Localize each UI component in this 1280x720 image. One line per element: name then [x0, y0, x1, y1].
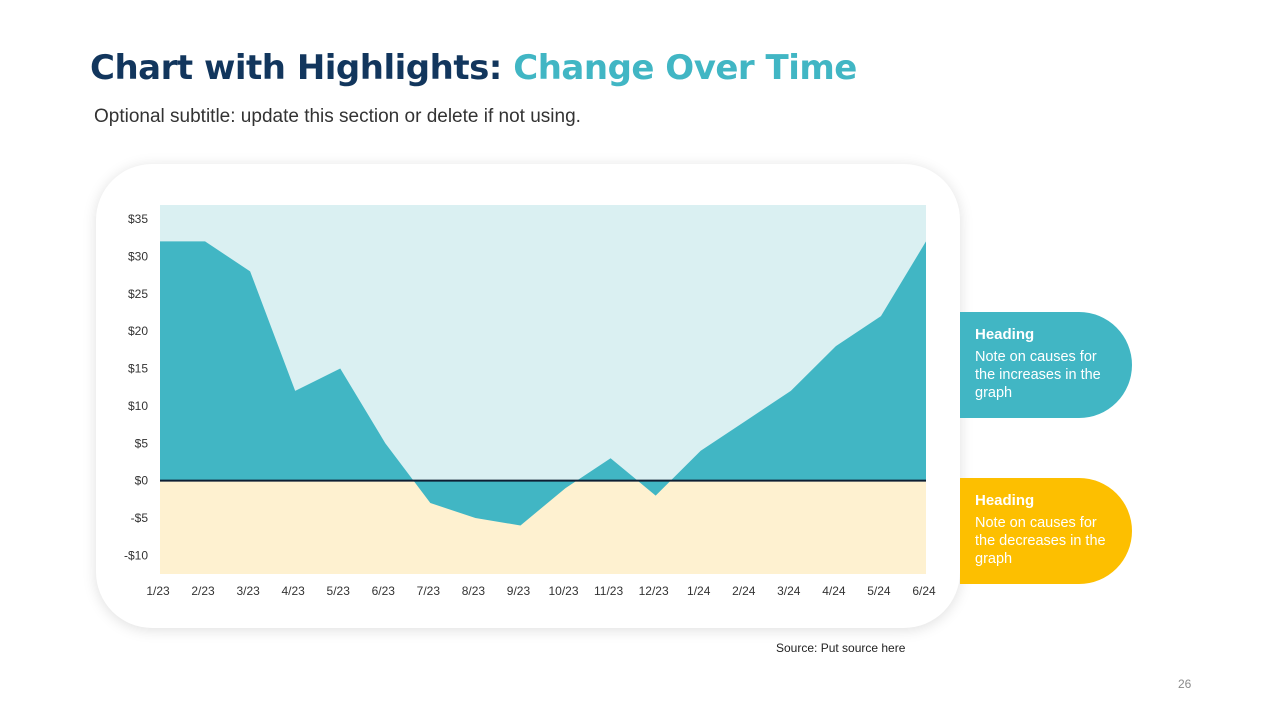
x-tick-label: 6/23	[372, 584, 396, 598]
y-tick-label: $35	[128, 212, 148, 226]
y-tick-label: -$5	[131, 511, 149, 525]
series-area-change	[160, 241, 926, 526]
x-tick-label: 4/23	[282, 584, 306, 598]
source-note: Source: Put source here	[776, 641, 906, 655]
x-tick-label: 7/23	[417, 584, 441, 598]
callout-increases-note: Note on causes for the increases in the …	[975, 349, 1101, 401]
x-tick-label: 6/24	[912, 584, 936, 598]
x-tick-label: 8/23	[462, 584, 486, 598]
y-axis: $35 $30 $25 $20 $15 $10 $5 $0 -$5 -$10	[124, 212, 148, 562]
callout-decreases: Heading Note on causes for the decreases…	[960, 478, 1132, 584]
y-tick-label: $25	[128, 287, 148, 301]
x-tick-label: 1/23	[146, 584, 170, 598]
x-tick-label: 12/23	[639, 584, 669, 598]
x-tick-label: 10/23	[549, 584, 579, 598]
x-tick-label: 9/23	[507, 584, 531, 598]
y-tick-label: $20	[128, 324, 148, 338]
y-tick-label: $0	[135, 474, 149, 488]
x-tick-label: 2/24	[732, 584, 756, 598]
title-accent: Change Over Time	[513, 48, 857, 88]
x-tick-label: 3/24	[777, 584, 801, 598]
y-tick-label: $15	[128, 362, 148, 376]
x-tick-label: 3/23	[236, 584, 260, 598]
x-tick-label: 11/23	[594, 584, 623, 598]
x-tick-label: 4/24	[822, 584, 846, 598]
series-layer	[160, 241, 926, 526]
slide-subtitle: Optional subtitle: update this section o…	[94, 106, 581, 127]
x-tick-label: 5/24	[867, 584, 891, 598]
y-tick-label: $30	[128, 249, 148, 263]
y-tick-label: $10	[128, 399, 148, 413]
y-tick-label: -$10	[124, 548, 148, 562]
page-number: 26	[1178, 677, 1192, 691]
x-tick-label: 5/23	[327, 584, 351, 598]
x-tick-label: 1/24	[687, 584, 711, 598]
x-axis: 1/23 2/23 3/23 4/23 5/23 6/23 7/23 8/23 9/23 10/2…	[146, 584, 936, 598]
callout-decreases-note: Note on causes for the decreases in the …	[975, 515, 1106, 567]
callout-increases-heading: Heading	[975, 326, 1035, 343]
title-main: Chart with Highlights:	[90, 48, 502, 88]
slide-title: Chart with Highlights: Change Over Time	[90, 44, 857, 92]
x-tick-label: 2/23	[191, 584, 215, 598]
callout-increases: Heading Note on causes for the increases…	[960, 312, 1132, 418]
y-tick-label: $5	[135, 436, 149, 450]
callout-decreases-heading: Heading	[975, 492, 1035, 509]
